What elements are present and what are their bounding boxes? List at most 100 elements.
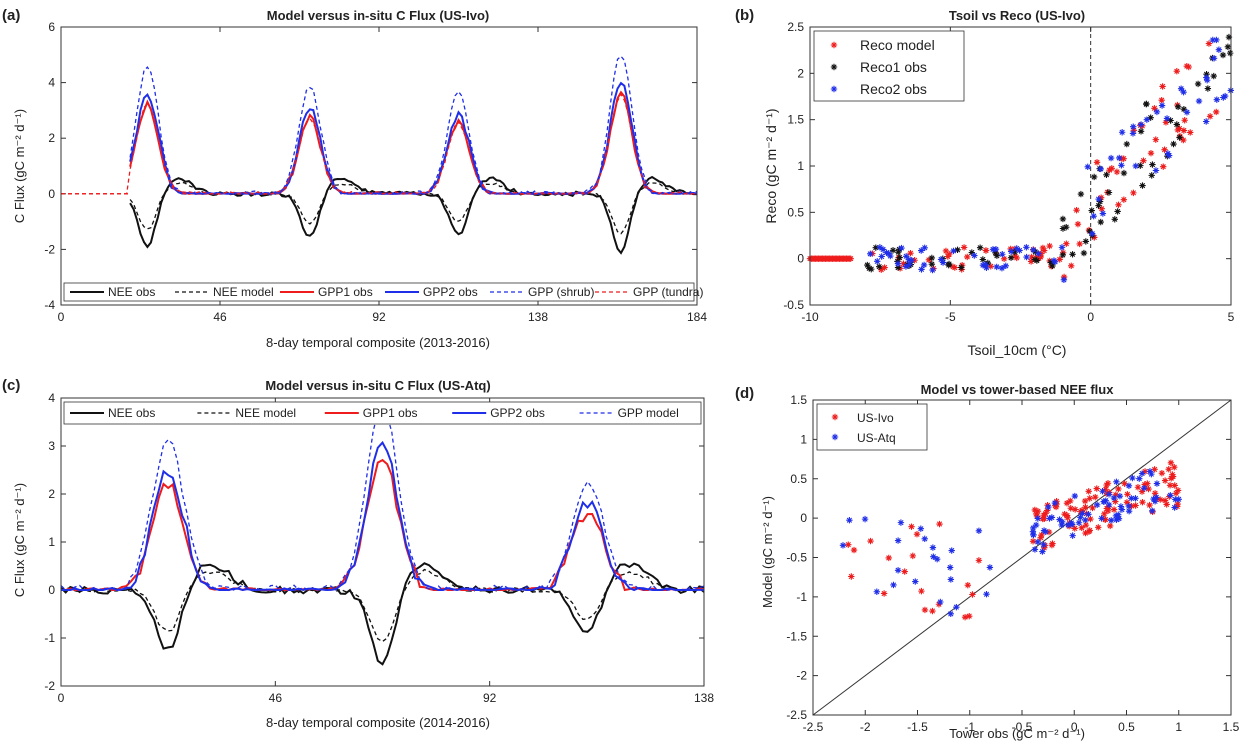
point-reco2-obs: [1107, 154, 1115, 162]
point-reco2-obs: [971, 252, 978, 259]
point-reco2-obs: [1099, 210, 1107, 217]
panel-b-plot: [806, 27, 1235, 305]
point-us-ivo: [1078, 524, 1085, 532]
point-us-atq: [1175, 496, 1182, 503]
y-tick-label: -1: [796, 590, 807, 604]
y-tick-label: -2: [796, 669, 807, 683]
point-reco1-obs: [1097, 218, 1104, 226]
point-reco1-obs: [928, 260, 936, 268]
point-us-atq: [1136, 475, 1143, 482]
point-us-atq: [1071, 492, 1079, 500]
point-us-ivo: [966, 612, 973, 620]
point-reco1-obs: [1123, 140, 1130, 148]
point-reco2-obs: [1030, 246, 1037, 254]
point-reco1-obs: [1011, 248, 1018, 256]
legend-label: NEE model: [213, 285, 274, 299]
point-reco1-obs: [1147, 114, 1154, 121]
point-us-ivo: [1045, 528, 1053, 536]
point-us-ivo: [1138, 488, 1146, 495]
point-us-ivo: [1081, 497, 1089, 505]
point-reco2-obs: [993, 263, 1000, 271]
point-reco1-obs: [945, 261, 952, 269]
point-us-ivo: [1071, 506, 1079, 513]
point-reco1-obs: [1077, 190, 1085, 198]
point-reco1-obs: [1148, 172, 1155, 179]
point-reco2-obs: [1203, 74, 1210, 81]
y-tick-label: 2: [797, 66, 804, 80]
panel-c-label: (c): [2, 377, 20, 394]
point-reco-model: [1108, 165, 1115, 172]
point-reco2-obs: [1220, 94, 1227, 101]
point-us-atq: [1172, 496, 1179, 503]
point-us-atq: [933, 555, 941, 563]
point-us-atq: [946, 564, 954, 571]
point-us-ivo: [1139, 498, 1146, 506]
y-tick-label: 6: [48, 20, 55, 34]
point-reco1-obs: [895, 248, 902, 256]
panel-a-frame: [60, 26, 698, 306]
point-us-atq: [839, 542, 847, 549]
point-reco1-obs: [1180, 106, 1188, 113]
point-us-ivo: [1095, 524, 1102, 531]
point-reco1-obs: [868, 265, 875, 273]
point-reco-model: [1040, 247, 1048, 254]
point-reco2-obs: [998, 264, 1006, 272]
point-us-atq: [1069, 532, 1076, 539]
point-reco1-obs: [1033, 257, 1041, 264]
y-tick-label: 2: [48, 487, 55, 501]
point-reco1-obs: [1210, 72, 1217, 80]
point-reco1-obs: [1103, 171, 1110, 178]
point-us-atq: [1100, 498, 1107, 505]
point-us-ivo: [1071, 525, 1078, 532]
point-us-atq: [1048, 514, 1056, 521]
point-us-ivo: [1089, 504, 1096, 512]
point-us-ivo: [1082, 529, 1089, 537]
point-reco2-obs: [1023, 244, 1030, 251]
point-reco2-obs: [1177, 85, 1185, 92]
point-us-ivo: [1031, 506, 1039, 514]
point-us-ivo: [867, 537, 874, 545]
panel-a-ylabel: C Flux (gC m⁻² d⁻¹): [12, 109, 27, 223]
point-reco-model: [1130, 189, 1137, 197]
point-reco-model: [847, 255, 854, 262]
point-reco2-obs: [999, 251, 1006, 258]
point-us-atq: [1118, 506, 1126, 513]
point-reco1-obs: [928, 254, 936, 262]
y-tick-label: 4: [48, 76, 55, 90]
point-reco2-obs: [878, 253, 885, 260]
point-reco2-obs: [1203, 76, 1211, 84]
series-gpp_model: [129, 55, 698, 195]
point-us-ivo: [918, 587, 925, 595]
point-reco2-obs: [902, 263, 910, 270]
x-tick-label: 0.5: [1118, 720, 1135, 734]
point-reco-model: [1093, 159, 1101, 166]
panel-c-legend: NEE obs NEE model GPP1 obs GPP2 obs GPP mode…: [63, 401, 702, 425]
y-tick-label: 1.5: [787, 113, 804, 127]
y-tick-label: 2: [48, 131, 55, 145]
point-us-ivo: [880, 590, 888, 597]
point-reco-model: [1174, 101, 1181, 109]
point-reco-model: [1046, 242, 1053, 250]
panel-b-legend: Reco model Reco1 obs Reco2 obs: [813, 30, 965, 102]
point-us-atq: [1077, 514, 1084, 521]
point-reco2-obs: [898, 244, 905, 252]
point-reco-model: [1097, 194, 1105, 201]
y-tick-label: -1: [44, 631, 55, 645]
point-us-atq: [948, 547, 955, 554]
point-us-atq: [1132, 495, 1139, 502]
panel-d-label: (d): [735, 385, 754, 402]
x-tick-label: -5: [945, 310, 956, 324]
point-us-ivo: [1134, 484, 1142, 491]
point-us-ivo: [1158, 469, 1166, 477]
point-reco1-obs: [1203, 71, 1210, 78]
x-tick-label: -0.5: [1012, 720, 1033, 734]
legend-label: GPP2 obs: [490, 406, 545, 420]
point-us-atq: [929, 544, 937, 551]
point-us-atq: [1045, 503, 1052, 511]
point-reco1-obs: [1139, 182, 1146, 189]
point-reco1-obs: [1120, 169, 1128, 177]
point-us-atq: [975, 527, 983, 535]
point-us-ivo: [1092, 493, 1099, 501]
point-reco-model: [942, 247, 950, 255]
